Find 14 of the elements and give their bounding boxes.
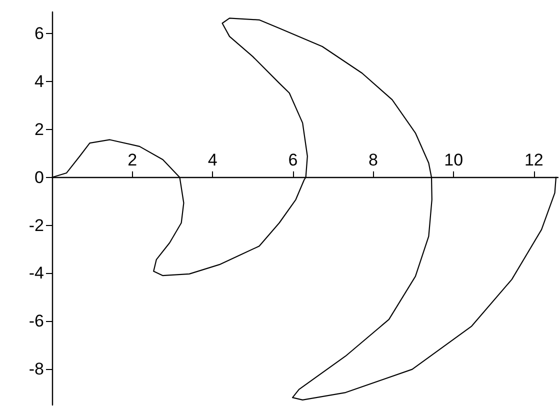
- x-tick-label: 8: [368, 150, 378, 170]
- y-tick-label: -2: [28, 216, 44, 235]
- y-tick-label: 0: [34, 168, 44, 187]
- y-tick-label: -8: [28, 360, 44, 379]
- x-tick-label: 4: [208, 150, 218, 170]
- y-tick-label: -4: [28, 264, 44, 283]
- y-tick-label: -6: [28, 312, 44, 331]
- x-tick-label: 12: [524, 150, 544, 170]
- x-tick-label: 2: [128, 150, 138, 170]
- y-tick-label: 2: [34, 120, 44, 139]
- y-tick-label: 4: [34, 72, 44, 91]
- y-tick-label: 6: [34, 24, 44, 44]
- x-tick-label: 10: [444, 150, 464, 170]
- x-tick-label: 6: [288, 150, 298, 170]
